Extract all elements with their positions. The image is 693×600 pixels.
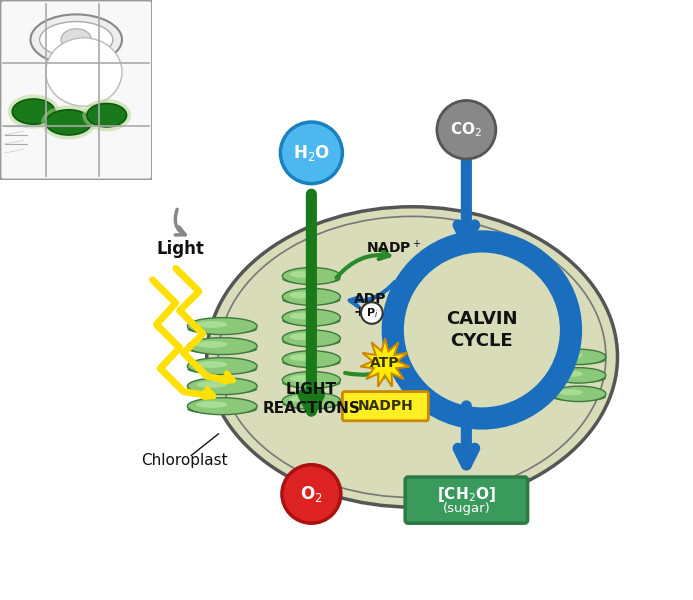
Ellipse shape	[87, 103, 127, 127]
Ellipse shape	[552, 374, 606, 383]
Ellipse shape	[187, 384, 257, 394]
Text: NADP$^+$: NADP$^+$	[366, 239, 421, 256]
Text: H$_2$O: H$_2$O	[292, 143, 330, 163]
Ellipse shape	[196, 361, 227, 368]
Text: CO$_2$: CO$_2$	[450, 121, 482, 139]
Circle shape	[383, 232, 580, 428]
Ellipse shape	[290, 292, 316, 299]
Ellipse shape	[207, 207, 617, 507]
Circle shape	[281, 122, 342, 184]
Ellipse shape	[187, 404, 257, 415]
Ellipse shape	[282, 309, 340, 326]
Ellipse shape	[12, 99, 55, 124]
Ellipse shape	[41, 105, 96, 139]
Ellipse shape	[552, 355, 606, 365]
FancyBboxPatch shape	[342, 392, 428, 421]
Ellipse shape	[290, 396, 316, 403]
Ellipse shape	[187, 377, 257, 395]
Ellipse shape	[196, 341, 227, 348]
Ellipse shape	[282, 268, 340, 284]
Polygon shape	[360, 338, 410, 387]
Ellipse shape	[290, 313, 316, 319]
Text: LIGHT
REACTIONS: LIGHT REACTIONS	[263, 382, 360, 416]
Ellipse shape	[187, 317, 257, 335]
Ellipse shape	[552, 349, 606, 365]
Text: (sugar): (sugar)	[443, 502, 490, 515]
Ellipse shape	[282, 392, 340, 409]
Ellipse shape	[187, 324, 257, 334]
Ellipse shape	[559, 352, 583, 358]
Ellipse shape	[40, 22, 113, 58]
Ellipse shape	[282, 371, 340, 388]
Ellipse shape	[282, 357, 340, 367]
Ellipse shape	[46, 38, 122, 106]
Ellipse shape	[282, 316, 340, 326]
Text: ADP: ADP	[354, 292, 387, 306]
Ellipse shape	[282, 274, 340, 284]
Ellipse shape	[196, 321, 227, 328]
Ellipse shape	[196, 401, 227, 408]
Ellipse shape	[282, 295, 340, 305]
Ellipse shape	[290, 334, 316, 340]
Ellipse shape	[46, 110, 91, 135]
Ellipse shape	[282, 289, 340, 305]
FancyBboxPatch shape	[405, 477, 527, 523]
Ellipse shape	[82, 99, 131, 131]
Circle shape	[437, 100, 495, 159]
Ellipse shape	[552, 368, 606, 383]
Ellipse shape	[282, 378, 340, 388]
FancyBboxPatch shape	[0, 0, 152, 180]
Ellipse shape	[559, 389, 583, 395]
Text: Light: Light	[157, 240, 204, 258]
Circle shape	[282, 465, 341, 523]
Ellipse shape	[187, 364, 257, 374]
Ellipse shape	[290, 375, 316, 382]
Ellipse shape	[282, 330, 340, 347]
Text: CALVIN
CYCLE: CALVIN CYCLE	[446, 310, 518, 350]
Text: NADPH: NADPH	[358, 399, 414, 413]
Ellipse shape	[552, 392, 606, 401]
Ellipse shape	[552, 386, 606, 401]
Ellipse shape	[187, 398, 257, 415]
Ellipse shape	[187, 344, 257, 354]
Text: O$_2$: O$_2$	[300, 484, 323, 504]
Ellipse shape	[282, 399, 340, 409]
Ellipse shape	[30, 14, 122, 65]
Ellipse shape	[282, 337, 340, 347]
Text: ATP: ATP	[370, 356, 400, 370]
Ellipse shape	[8, 94, 60, 129]
Circle shape	[361, 302, 383, 324]
Text: Chloroplast: Chloroplast	[141, 454, 227, 469]
Text: [CH$_2$O]: [CH$_2$O]	[437, 485, 495, 504]
Ellipse shape	[187, 358, 257, 374]
Ellipse shape	[187, 338, 257, 355]
Text: P$_i$: P$_i$	[366, 306, 378, 320]
Ellipse shape	[290, 271, 316, 278]
Ellipse shape	[61, 29, 91, 50]
Ellipse shape	[290, 354, 316, 361]
Text: +: +	[354, 305, 371, 319]
Ellipse shape	[559, 371, 583, 377]
Ellipse shape	[282, 351, 340, 368]
Ellipse shape	[196, 381, 227, 388]
